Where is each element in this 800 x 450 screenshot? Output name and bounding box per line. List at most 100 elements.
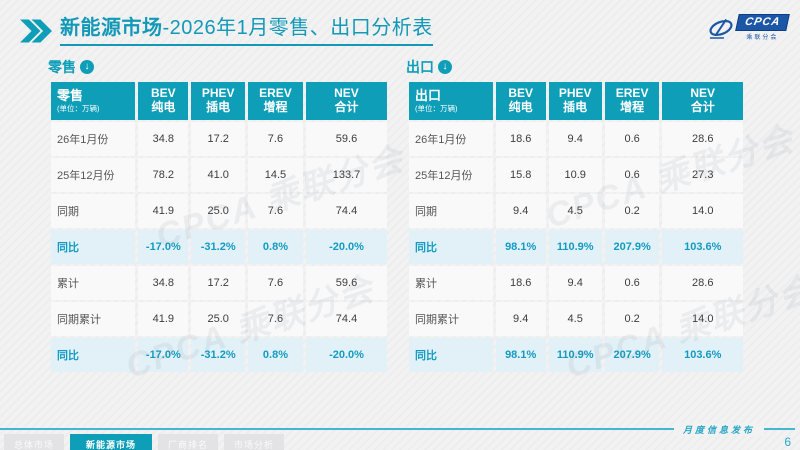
retail-cell: -20.0%	[305, 338, 387, 372]
export-row-label: 同比	[409, 338, 493, 372]
page-title: 新能源市场-2026年1月零售、出口分析表	[60, 16, 433, 46]
column-en: PHEV	[201, 86, 235, 101]
footer-ribbon-label: 月度信息发布	[674, 423, 765, 436]
column-zh: 合计	[334, 100, 359, 114]
export-table-row: 同比 98.1% 110.9% 207.9% 103.6%	[409, 338, 743, 372]
export-column-header: EREV 增程	[604, 82, 660, 120]
retail-column-header: EREV 增程	[247, 82, 303, 120]
retail-cell: 133.7	[305, 158, 387, 192]
export-cell: 15.8	[495, 158, 546, 192]
retail-column-header: PHEV 插电	[191, 82, 245, 120]
cpca-swoosh-icon	[709, 18, 733, 39]
retail-cell: 41.0	[191, 158, 245, 192]
column-en: NEV	[690, 86, 716, 101]
export-cell: 9.4	[548, 266, 602, 300]
retail-cell: 78.2	[138, 158, 189, 192]
retail-table-row: 26年1月份 34.8 17.2 7.6 59.6	[51, 122, 387, 156]
export-table-row: 累计 18.6 9.4 0.6 28.6	[409, 266, 743, 300]
export-cell: 0.6	[604, 266, 660, 300]
retail-corner-title: 零售	[57, 87, 84, 103]
export-cell: 103.6%	[662, 230, 743, 264]
down-arrow-circle-icon: ↓	[438, 60, 452, 74]
retail-cell: 25.0	[191, 302, 245, 336]
column-zh: 纯电	[151, 100, 176, 114]
column-en: NEV	[334, 86, 359, 101]
cpca-logo-text: CPCA 乘联分会	[735, 14, 790, 41]
retail-cell: 17.2	[191, 266, 245, 300]
retail-cell: 25.0	[191, 194, 245, 228]
retail-cell: -31.2%	[191, 338, 245, 372]
retail-section-label: 零售	[48, 59, 76, 75]
retail-cell: -31.2%	[191, 230, 245, 264]
retail-row-label: 25年12月份	[51, 158, 136, 192]
retail-table-row: 25年12月份 78.2 41.0 14.5 133.7	[51, 158, 387, 192]
column-en: BEV	[508, 86, 534, 101]
footer-tab-4[interactable]: 市场分析	[224, 434, 285, 450]
retail-row-label: 同比	[51, 338, 136, 372]
retail-corner-unit: (单位：万辆)	[57, 103, 100, 113]
export-cell: 28.6	[662, 122, 743, 156]
retail-cell: 34.8	[138, 266, 189, 300]
column-zh: 插电	[563, 100, 588, 114]
retail-cell: 74.4	[305, 194, 387, 228]
export-table-row: 同期累计 9.4 4.5 0.2 14.0	[409, 302, 743, 336]
export-panel: 出口 ↓ 出口 (单位：万辆) BEV 纯电 PHEV 插电 EREV 增程 NEV 合计 26年1…	[406, 57, 746, 374]
retail-cell: 34.8	[138, 122, 189, 156]
export-row-label: 同期累计	[409, 302, 493, 336]
export-cell: 9.4	[495, 194, 546, 228]
retail-cell: 14.5	[247, 158, 303, 192]
page-number: 6	[784, 435, 791, 449]
export-cell: 110.9%	[548, 338, 602, 372]
export-cell: 9.4	[548, 122, 602, 156]
retail-cell: 7.6	[247, 194, 303, 228]
export-table-row: 26年1月份 18.6 9.4 0.6 28.6	[409, 122, 743, 156]
column-en: PHEV	[558, 86, 592, 101]
export-cell: 14.0	[662, 302, 743, 336]
retail-cell: -17.0%	[138, 230, 189, 264]
export-row-label: 同期	[409, 194, 493, 228]
export-cell: 27.3	[662, 158, 743, 192]
export-cell: 14.0	[662, 194, 743, 228]
export-column-header: PHEV 插电	[548, 82, 602, 120]
footer-tab-3[interactable]: 厂商排名	[158, 434, 219, 450]
footer-tabs: 总体市场 新能源市场 厂商排名 市场分析	[4, 434, 285, 450]
export-cell: 4.5	[548, 302, 602, 336]
page-title-rest: -2026年1月零售、出口分析表	[162, 17, 433, 39]
export-cell: 9.4	[495, 302, 546, 336]
export-cell: 0.6	[604, 122, 660, 156]
retail-cell: 41.9	[138, 194, 189, 228]
retail-cell: 17.2	[191, 122, 245, 156]
footer-divider	[0, 428, 795, 430]
cpca-logo-subtitle: 乘联分会	[746, 35, 779, 41]
cpca-logo-name: CPCA	[735, 14, 790, 31]
retail-header-row: 零售 (单位：万辆) BEV 纯电 PHEV 插电 EREV 增程 NEV 合计	[51, 82, 387, 120]
footer-tab-1[interactable]: 总体市场	[4, 434, 65, 450]
cpca-logo: CPCA 乘联分会	[708, 14, 790, 41]
header: 新能源市场-2026年1月零售、出口分析表	[20, 16, 433, 46]
export-table-row: 25年12月份 15.8 10.9 0.6 27.3	[409, 158, 743, 192]
export-row-label: 同比	[409, 230, 493, 264]
export-cell: 103.6%	[662, 338, 743, 372]
retail-row-label: 累计	[51, 266, 136, 300]
retail-row-label: 同期	[51, 194, 136, 228]
double-chevron-icon	[20, 19, 52, 43]
retail-cell: 7.6	[247, 302, 303, 336]
retail-corner-cell: 零售 (单位：万辆)	[51, 82, 136, 120]
retail-cell: 59.6	[305, 122, 387, 156]
retail-table-row: 累计 34.8 17.2 7.6 59.6	[51, 266, 387, 300]
column-zh: 增程	[263, 100, 288, 114]
export-table: 出口 (单位：万辆) BEV 纯电 PHEV 插电 EREV 增程 NEV 合计 26年1月份 18.…	[406, 80, 746, 374]
export-cell: 18.6	[495, 266, 546, 300]
column-zh: 合计	[690, 100, 715, 114]
retail-cell: 59.6	[305, 266, 387, 300]
export-header-row: 出口 (单位：万辆) BEV 纯电 PHEV 插电 EREV 增程 NEV 合计	[409, 82, 743, 120]
retail-row-label: 同比	[51, 230, 136, 264]
column-zh: 纯电	[508, 100, 533, 114]
retail-table-row: 同期 41.9 25.0 7.6 74.4	[51, 194, 387, 228]
export-cell: 98.1%	[495, 230, 546, 264]
column-en: BEV	[151, 86, 176, 101]
retail-cell: 41.9	[138, 302, 189, 336]
export-cell: 207.9%	[604, 338, 660, 372]
footer-tab-2[interactable]: 新能源市场	[70, 434, 153, 450]
